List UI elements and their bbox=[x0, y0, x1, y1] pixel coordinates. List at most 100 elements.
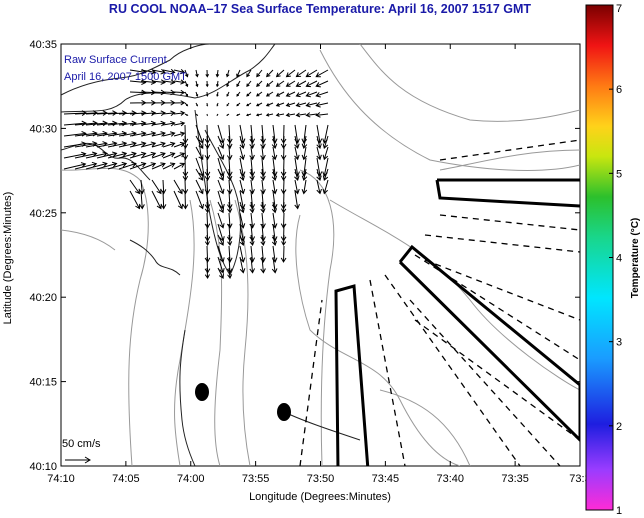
current-arrow bbox=[256, 80, 263, 87]
current-arrow bbox=[195, 102, 198, 107]
current-arrow bbox=[275, 69, 285, 78]
current-arrow bbox=[249, 245, 256, 263]
current-arrow bbox=[226, 146, 233, 161]
current-arrow bbox=[195, 91, 199, 97]
current-arrow bbox=[260, 223, 266, 242]
current-arrow bbox=[260, 256, 266, 274]
current-arrow bbox=[239, 135, 246, 150]
current-arrow bbox=[239, 146, 246, 161]
current-arrow bbox=[315, 69, 329, 78]
current-arrow bbox=[107, 110, 128, 116]
current-arrow bbox=[85, 161, 108, 170]
current-arrow bbox=[249, 190, 256, 210]
current-arrow bbox=[226, 91, 230, 97]
current-vectors bbox=[63, 68, 329, 280]
current-arrow bbox=[74, 110, 98, 116]
current-arrow bbox=[129, 179, 141, 195]
current-arrow bbox=[173, 190, 184, 210]
current-arrow bbox=[173, 69, 186, 75]
current-arrow bbox=[322, 135, 329, 150]
current-arrow bbox=[63, 162, 87, 170]
current-arrow bbox=[295, 69, 307, 78]
current-arrow bbox=[162, 141, 176, 148]
colorbar-ticks: 7 6 5 4 3 2 1 bbox=[609, 3, 622, 517]
current-arrow bbox=[204, 135, 211, 150]
current-arrow bbox=[249, 168, 255, 182]
current-arrow bbox=[173, 141, 186, 148]
current-arrow bbox=[322, 146, 329, 161]
current-arrow bbox=[295, 80, 307, 87]
current-arrow bbox=[260, 179, 266, 195]
x-tick-label: 73:45 bbox=[372, 473, 400, 485]
current-arrow bbox=[239, 201, 245, 214]
current-arrow bbox=[173, 131, 186, 137]
y-tick-label: 40:25 bbox=[29, 208, 57, 220]
current-arrow bbox=[301, 135, 308, 150]
current-arrow bbox=[316, 168, 322, 182]
current-arrow bbox=[204, 234, 210, 247]
current-arrow bbox=[301, 124, 308, 144]
colorbar-tick-label: 7 bbox=[616, 3, 622, 15]
current-arrow bbox=[249, 179, 255, 195]
current-arrow bbox=[236, 91, 241, 97]
current-arrow bbox=[281, 234, 287, 247]
colorbar-tick-label: 1 bbox=[616, 505, 622, 517]
current-arrow bbox=[295, 102, 307, 108]
current-arrow bbox=[162, 79, 176, 85]
current-arrow bbox=[118, 110, 137, 116]
current-arrow bbox=[280, 245, 287, 263]
colorbar-tick-label: 6 bbox=[616, 84, 622, 96]
current-arrow bbox=[217, 234, 224, 246]
x-tick-label: 73:40 bbox=[436, 473, 464, 485]
x-tick-label: 74:05 bbox=[112, 473, 140, 485]
current-arrow bbox=[315, 91, 329, 98]
current-arrow bbox=[260, 135, 266, 150]
current-arrow bbox=[195, 80, 199, 88]
current-arrow bbox=[151, 120, 166, 127]
current-arrow bbox=[316, 146, 322, 161]
current-arrow bbox=[85, 151, 108, 159]
current-arrow bbox=[227, 234, 233, 246]
current-arrow bbox=[205, 69, 210, 78]
current-arrow bbox=[281, 201, 287, 214]
current-arrow bbox=[305, 69, 318, 78]
current-arrow bbox=[140, 110, 157, 116]
x-tick-label: 74:10 bbox=[47, 473, 75, 485]
current-arrow bbox=[246, 102, 252, 107]
current-arrow bbox=[118, 141, 137, 148]
x-tick-label: 73:55 bbox=[242, 473, 270, 485]
current-arrow bbox=[151, 162, 166, 170]
current-arrow bbox=[271, 256, 278, 274]
current-arrow bbox=[217, 146, 225, 161]
colorbar-label: Temperature (°C) bbox=[630, 218, 641, 299]
current-arrow bbox=[271, 190, 278, 210]
current-arrow bbox=[160, 179, 167, 195]
current-arrow bbox=[249, 146, 255, 161]
current-arrow bbox=[217, 135, 225, 149]
current-arrow bbox=[151, 79, 166, 85]
current-arrow bbox=[225, 69, 230, 78]
buoy-marker bbox=[195, 383, 209, 401]
y-tick-label: 40:30 bbox=[29, 123, 57, 135]
colorbar-tick-label: 4 bbox=[616, 253, 622, 265]
current-arrow bbox=[204, 201, 211, 214]
y-tick-label: 40:15 bbox=[29, 377, 57, 389]
current-arrow bbox=[217, 256, 225, 274]
current-arrow bbox=[260, 157, 266, 177]
current-arrow bbox=[96, 120, 118, 127]
current-arrow bbox=[301, 157, 308, 177]
current-arrow bbox=[216, 113, 219, 117]
current-arrow bbox=[215, 80, 219, 88]
sampling-boxes bbox=[334, 178, 580, 466]
current-arrow bbox=[173, 100, 186, 106]
current-arrow bbox=[294, 179, 300, 195]
current-arrow bbox=[265, 102, 274, 107]
current-arrow bbox=[249, 256, 256, 274]
current-arrow bbox=[226, 168, 233, 182]
current-arrow bbox=[216, 91, 219, 97]
current-arrow bbox=[260, 245, 266, 263]
current-arrow bbox=[195, 124, 205, 144]
current-arrow bbox=[129, 151, 147, 159]
current-arrow bbox=[184, 80, 189, 88]
current-arrow bbox=[239, 245, 246, 263]
